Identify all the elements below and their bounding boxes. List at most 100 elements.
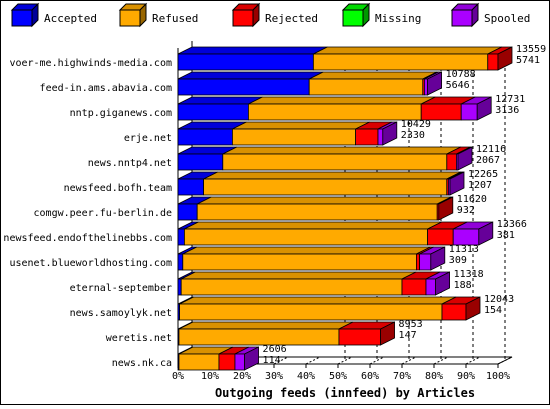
accepted-count-label: 188: [454, 280, 472, 291]
bar-segment-top-refused: [184, 221, 442, 230]
bar-segment-accepted: [177, 128, 233, 146]
bar-segment-accepted: [177, 253, 184, 271]
bar-segment-side-spooled: [430, 246, 446, 271]
bar-segment-refused: [178, 328, 340, 346]
bar-row: [177, 271, 451, 296]
bar-segment-top-refused: [181, 271, 417, 280]
x-tick-label: 70%: [393, 371, 411, 382]
bar-segment-rejected: [487, 53, 499, 71]
bar-row: [177, 221, 494, 246]
bar-segment-rejected: [355, 128, 379, 146]
bar-segment-rejected: [415, 253, 420, 271]
bar-row: [177, 246, 446, 271]
bar-segment-spooled: [419, 253, 432, 271]
bar-segment-side-spooled: [427, 71, 443, 96]
offered-count-label: 13366: [497, 219, 527, 230]
bar-segment-spooled: [423, 78, 428, 96]
legend-swatch: [451, 9, 473, 27]
bar-segment-refused: [222, 153, 448, 171]
category-label: feed-in.ams.abavia.com: [40, 83, 172, 94]
bar-row: [177, 346, 259, 371]
bar-segment-accepted: [177, 78, 310, 96]
legend-swatch: [342, 9, 364, 27]
bar-segment-rejected: [338, 328, 381, 346]
bar-segment-accepted: [177, 103, 249, 121]
bar-segment-spooled: [425, 278, 437, 296]
offered-count-label: 12116: [476, 144, 506, 155]
bar-segment-top-accepted: [177, 71, 324, 80]
category-label: news.nntp4.net: [88, 158, 172, 169]
bar-segment-spooled: [377, 128, 384, 146]
bar-row: [177, 121, 398, 146]
category-label: comgw.peer.fu-berlin.de: [34, 208, 172, 219]
bar-segment-refused: [247, 103, 422, 121]
legend-label: Missing: [375, 12, 421, 25]
bar-segment-refused: [180, 278, 403, 296]
legend-label: Accepted: [44, 12, 97, 25]
category-label: erje.net: [124, 133, 172, 144]
bar-segment-side-rejected: [380, 321, 395, 346]
accepted-count-label: 381: [497, 230, 515, 241]
floor-tick: [465, 356, 481, 365]
bar-segment-refused: [308, 78, 424, 96]
bar-segment-side-spooled: [435, 271, 451, 296]
category-label: usenet.blueworldhosting.com: [9, 258, 172, 269]
bar-segment-refused: [182, 253, 417, 271]
legend-item-rejected: Rejected: [231, 2, 318, 28]
x-tick-label: 100%: [486, 371, 510, 382]
bar-row: [177, 71, 443, 96]
category-label: newsfeed.endofthelinebbs.com: [3, 233, 172, 244]
floor-tick: [401, 356, 417, 365]
bar-segment-top-refused: [222, 146, 461, 155]
accepted-count-label: 2330: [401, 130, 425, 141]
bar-segment-rejected: [441, 303, 467, 321]
bar-segment-accepted: [177, 278, 182, 296]
bar-segment-spooled: [234, 353, 245, 371]
x-tick-label: 20%: [233, 371, 251, 382]
bar-segment-accepted: [177, 53, 314, 71]
bar-row: [177, 196, 454, 221]
bars: [177, 46, 513, 371]
bar-segment-top-refused: [313, 46, 502, 55]
bar-segment-rejected: [446, 153, 457, 171]
x-tick-label: 0%: [172, 371, 184, 382]
bar-segment-refused: [203, 178, 448, 196]
accepted-count-label: 154: [484, 305, 502, 316]
bar-segment-top-refused: [197, 196, 452, 205]
bar-segment-top-refused: [179, 296, 457, 305]
bar-segment-refused: [196, 203, 438, 221]
x-tick-label: 10%: [201, 371, 219, 382]
accepted-count-label: 114: [263, 355, 281, 366]
offered-count-label: 2606: [263, 344, 287, 355]
bar-row: [177, 96, 492, 121]
bar-segment-side-rejected: [497, 46, 513, 71]
legend-item-refused: Refused: [118, 2, 198, 28]
accepted-count-label: 3136: [495, 105, 519, 116]
offered-count-label: 12265: [468, 169, 498, 180]
offered-count-label: 11318: [454, 269, 484, 280]
floor-tick: [305, 356, 321, 365]
floor-tick: [369, 356, 385, 365]
bar-segment-top-refused: [309, 71, 437, 80]
bar-segment-top-refused: [203, 171, 461, 180]
bar-segment-accepted: [177, 228, 185, 246]
bar-segment-side-rejected: [465, 296, 481, 321]
bar-segment-refused: [312, 53, 489, 71]
floor-tick: [337, 356, 353, 365]
floor-tick: [273, 356, 289, 365]
legend-item-spooled: Spooled: [450, 2, 530, 28]
category-label: eternal-september: [70, 283, 172, 294]
bar-segment-refused: [231, 128, 356, 146]
accepted-count-label: 5646: [446, 80, 470, 91]
accepted-count-label: 1207: [468, 180, 492, 191]
offered-count-label: 11313: [449, 244, 479, 255]
legend-swatch: [232, 9, 254, 27]
x-tick-label: 30%: [265, 371, 283, 382]
bar-segment-top-refused: [248, 96, 436, 105]
bar-segment-accepted: [177, 203, 198, 221]
bar-segment-side-spooled: [457, 146, 473, 171]
offered-count-label: 11620: [457, 194, 487, 205]
category-label: news.nk.ca: [112, 358, 172, 369]
bar-segment-top-refused: [178, 321, 354, 330]
